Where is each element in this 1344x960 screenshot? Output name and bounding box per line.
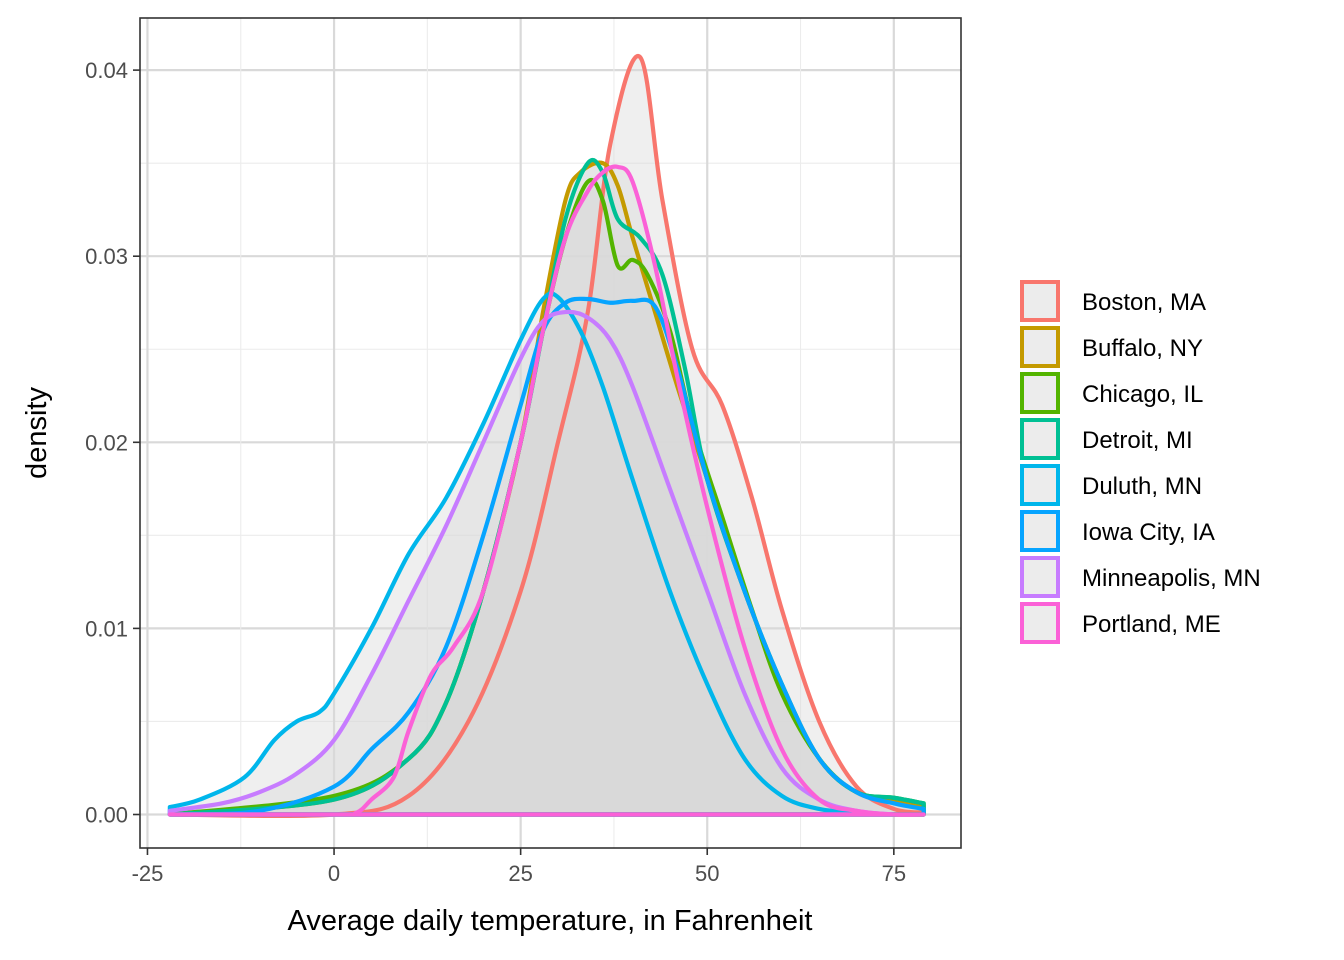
legend-label-3: Detroit, MI — [1082, 427, 1193, 454]
y-tick-label: 0.03 — [85, 244, 128, 269]
density-line-0 — [167, 53, 926, 818]
density-fill-6 — [169, 311, 894, 815]
legend-label-6: Minneapolis, MN — [1082, 565, 1261, 592]
legend-key-0 — [1020, 280, 1060, 322]
legend-label-2: Chicago, IL — [1082, 381, 1203, 408]
density-lines — [167, 53, 926, 818]
density-line-4 — [167, 291, 896, 817]
x-tick-label: 50 — [695, 861, 719, 886]
legend-key-5 — [1020, 510, 1060, 552]
x-tick-label: -25 — [132, 861, 164, 886]
y-axis: 0.00 0.01 0.02 0.03 0.04 — [85, 58, 140, 828]
legend-label-1: Buffalo, NY — [1082, 335, 1203, 362]
density-line-6 — [167, 309, 896, 817]
y-tick-label: 0.01 — [85, 616, 128, 641]
y-tick-label: 0.04 — [85, 58, 128, 83]
legend-key-2 — [1020, 372, 1060, 414]
legend-label-0: Boston, MA — [1082, 289, 1206, 316]
legend-key-7 — [1020, 602, 1060, 644]
density-line-5 — [167, 296, 926, 817]
legend-key-6 — [1020, 556, 1060, 598]
legend-key-1 — [1020, 326, 1060, 368]
y-tick-label: 0.00 — [85, 803, 128, 828]
legend-key-4 — [1020, 464, 1060, 506]
x-axis-title: Average daily temperature, in Fahrenheit — [288, 905, 813, 937]
x-tick-label: 75 — [882, 861, 906, 886]
legend: Boston, MA Buffalo, NY Chicago, IL Detroit,… — [1020, 280, 1261, 644]
legend-label-5: Iowa City, IA — [1082, 519, 1215, 546]
y-tick-label: 0.02 — [85, 430, 128, 455]
x-axis: -25 0 25 50 75 — [132, 848, 906, 886]
density-line-7 — [167, 164, 926, 817]
density-fill-5 — [169, 298, 924, 815]
x-tick-label: 25 — [508, 861, 532, 886]
plot-panel-border — [139, 17, 962, 849]
legend-key-3 — [1020, 418, 1060, 460]
density-fill-0 — [169, 56, 924, 816]
y-axis-title: density — [21, 387, 53, 479]
legend-label-4: Duluth, MN — [1082, 473, 1202, 500]
x-tick-label: 0 — [328, 861, 340, 886]
legend-label-7: Portland, ME — [1082, 611, 1221, 638]
